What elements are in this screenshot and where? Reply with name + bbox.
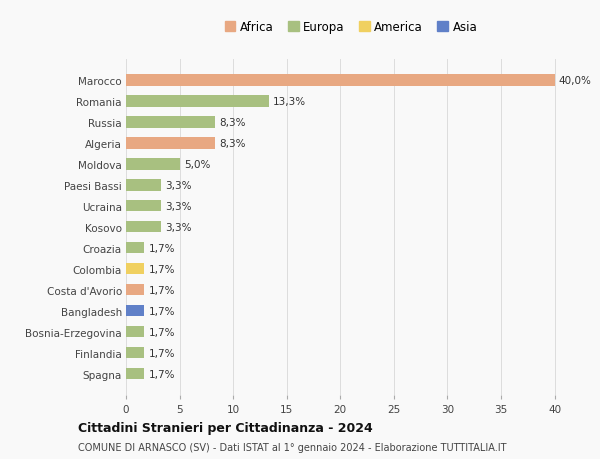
- Bar: [126, 138, 215, 149]
- Bar: [126, 96, 269, 107]
- Text: 1,7%: 1,7%: [149, 264, 175, 274]
- Text: 1,7%: 1,7%: [149, 348, 175, 358]
- Text: 40,0%: 40,0%: [559, 76, 592, 86]
- Text: 1,7%: 1,7%: [149, 369, 175, 379]
- Bar: [126, 117, 215, 128]
- Bar: [126, 201, 161, 212]
- Bar: [126, 326, 144, 338]
- Bar: [126, 221, 161, 233]
- Text: Cittadini Stranieri per Cittadinanza - 2024: Cittadini Stranieri per Cittadinanza - 2…: [78, 421, 373, 434]
- Text: 1,7%: 1,7%: [149, 243, 175, 253]
- Bar: [126, 347, 144, 358]
- Text: 1,7%: 1,7%: [149, 306, 175, 316]
- Bar: [126, 368, 144, 380]
- Bar: [126, 305, 144, 317]
- Bar: [126, 159, 179, 170]
- Text: 8,3%: 8,3%: [219, 139, 246, 148]
- Bar: [126, 263, 144, 275]
- Bar: [126, 75, 554, 86]
- Text: COMUNE DI ARNASCO (SV) - Dati ISTAT al 1° gennaio 2024 - Elaborazione TUTTITALIA: COMUNE DI ARNASCO (SV) - Dati ISTAT al 1…: [78, 442, 506, 452]
- Bar: [126, 179, 161, 191]
- Text: 5,0%: 5,0%: [184, 159, 210, 169]
- Text: 1,7%: 1,7%: [149, 327, 175, 337]
- Text: 3,3%: 3,3%: [166, 202, 192, 211]
- Text: 3,3%: 3,3%: [166, 180, 192, 190]
- Text: 1,7%: 1,7%: [149, 285, 175, 295]
- Text: 3,3%: 3,3%: [166, 222, 192, 232]
- Text: 8,3%: 8,3%: [219, 118, 246, 128]
- Text: 13,3%: 13,3%: [273, 96, 306, 106]
- Legend: Africa, Europa, America, Asia: Africa, Europa, America, Asia: [223, 19, 479, 36]
- Bar: [126, 284, 144, 296]
- Bar: [126, 242, 144, 254]
